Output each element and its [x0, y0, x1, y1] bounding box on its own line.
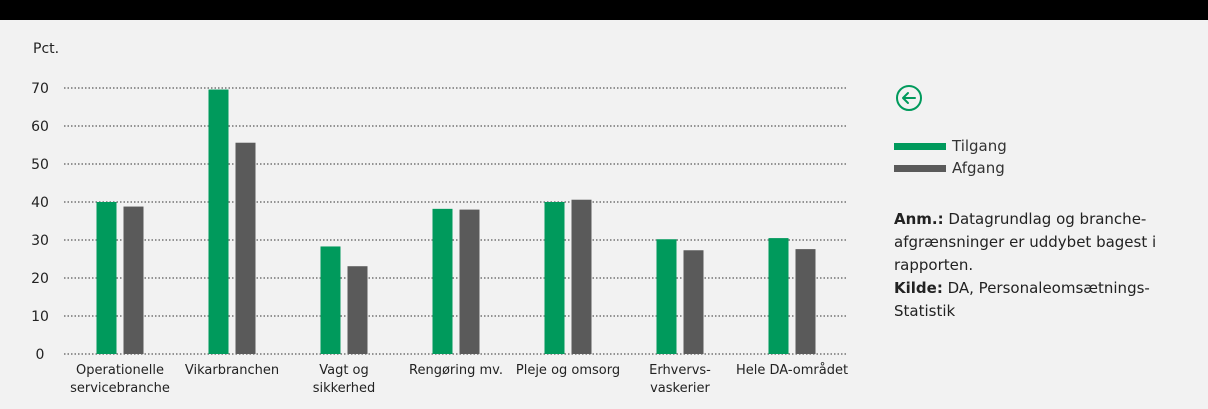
y-tick-label: 70 [31, 81, 49, 97]
legend-swatch-tilgang [894, 142, 946, 150]
bar-chart: Pct. 0 10 20 30 40 50 60 70 Operationelle serviceb… [31, 41, 848, 396]
note-kilde-text: DA, Personaleomsætnings-Statistik [894, 279, 1150, 320]
x-tick-label: Pleje og omsorg [516, 363, 620, 378]
bar-afgang [459, 209, 480, 354]
chart-notes: Anm.: Datagrundlag og branche-afgrænsnin… [894, 208, 1184, 323]
x-tick-label: Hele DA-området [736, 363, 848, 378]
note-kilde: Kilde: DA, Personaleomsætnings-Statistik [894, 277, 1184, 323]
legend-label-afgang: Afgang [952, 159, 1005, 177]
x-tick-label: Vikarbranchen [185, 363, 279, 378]
y-tick-label: 20 [31, 271, 49, 287]
bar-tilgang [320, 246, 341, 354]
x-tick-label: Operationelle [76, 363, 164, 378]
y-tick-label: 30 [31, 233, 49, 249]
x-tick-label: sikkerhed [313, 381, 376, 396]
top-bar [0, 0, 1208, 20]
legend-label-tilgang: Tilgang [952, 137, 1007, 155]
bar-tilgang [96, 202, 117, 354]
bar-afgang [347, 266, 368, 354]
bar-tilgang [656, 239, 677, 354]
note-anm: Anm.: Datagrundlag og branche-afgrænsnin… [894, 208, 1184, 277]
bar-tilgang [544, 202, 565, 354]
bar-afgang [235, 142, 256, 354]
bar-tilgang [208, 89, 229, 355]
bar-afgang [123, 206, 144, 354]
legend-swatch-afgang [894, 164, 946, 172]
arrow-left-circle-icon[interactable] [894, 83, 924, 113]
note-anm-label: Anm.: [894, 210, 944, 228]
x-tick-label: servicebranche [70, 381, 170, 396]
x-tick-label: Erhvervs- [649, 363, 711, 378]
y-tick-label: 10 [31, 309, 49, 325]
legend-item-tilgang: Tilgang [894, 135, 1007, 157]
legend: Tilgang Afgang [894, 135, 1007, 179]
x-tick-label: vaskerier [650, 381, 710, 396]
bar-afgang [683, 250, 704, 354]
y-tick-label: 40 [31, 195, 49, 211]
bar-tilgang [432, 208, 453, 354]
y-tick-label: 0 [36, 347, 45, 363]
y-tick-label: 50 [31, 157, 49, 173]
y-tick-label: 60 [31, 119, 49, 135]
x-tick-label: Rengøring mv. [409, 363, 503, 378]
note-kilde-label: Kilde: [894, 279, 943, 297]
bar-afgang [571, 199, 592, 354]
bar-tilgang [768, 238, 789, 354]
bar-afgang [795, 249, 816, 354]
x-tick-label: Vagt og [319, 363, 369, 378]
legend-item-afgang: Afgang [894, 157, 1007, 179]
note-anm-text: Datagrundlag og branche-afgrænsninger er… [894, 210, 1157, 274]
y-axis-label: Pct. [33, 41, 59, 57]
